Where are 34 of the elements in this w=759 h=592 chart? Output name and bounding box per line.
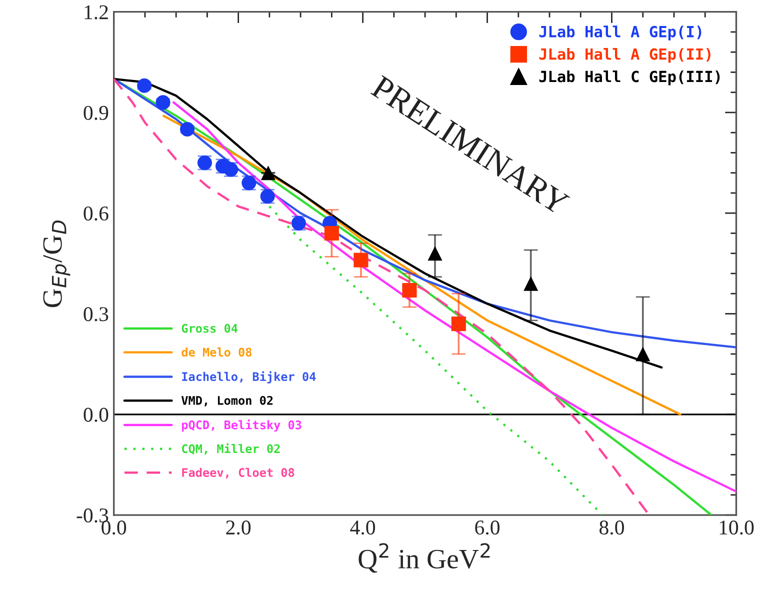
- y-tick-label: 0.9: [84, 106, 108, 120]
- point: [260, 166, 276, 180]
- legend-label: JLab Hall A GEp(I): [539, 26, 702, 40]
- x-tick-label: 6.0: [475, 520, 500, 535]
- legend-label: Gross 04: [182, 324, 238, 333]
- y-tick-label: 0.6: [84, 206, 108, 221]
- y-axis-title: G$_{Ep}$/G$_{D}$: [43, 220, 70, 308]
- legend-label: JLab Hall A GEp(II): [539, 48, 710, 63]
- y-tick-label: 0.0: [84, 408, 108, 422]
- legend-label: CQM, Miller 02: [182, 443, 280, 455]
- point: [180, 122, 195, 137]
- legend-label: pQCD, Belitsky 03: [182, 420, 302, 432]
- point: [156, 95, 170, 110]
- point: [402, 282, 417, 298]
- point: [428, 246, 442, 261]
- x-tick-label: 10.0: [720, 520, 754, 535]
- point: [636, 346, 650, 362]
- legend-label: VMD, Lomon 02: [181, 396, 273, 406]
- point: [524, 276, 538, 291]
- x-tick-label: 8.0: [600, 520, 624, 535]
- point: [324, 226, 339, 241]
- x-tick-label: 4.0: [350, 520, 376, 535]
- y-tick-label: 1.2: [84, 5, 108, 20]
- point: [354, 252, 368, 268]
- x-tick-label: 2.0: [226, 520, 251, 535]
- y-tick-label: -0.3: [76, 508, 108, 523]
- legend-label: Fadeev, Cloet 08: [182, 468, 294, 478]
- x-axis-title: Q$^{2}$ in GeV$^{2}$: [358, 543, 490, 573]
- legend-label: de Melo 08: [182, 347, 252, 357]
- point: [451, 316, 466, 332]
- point: [137, 78, 152, 93]
- legend-label: Iachello, Bijker 04: [182, 371, 316, 384]
- x-tick-label: 0.0: [102, 520, 126, 535]
- y-tick-label: 0.3: [84, 307, 108, 322]
